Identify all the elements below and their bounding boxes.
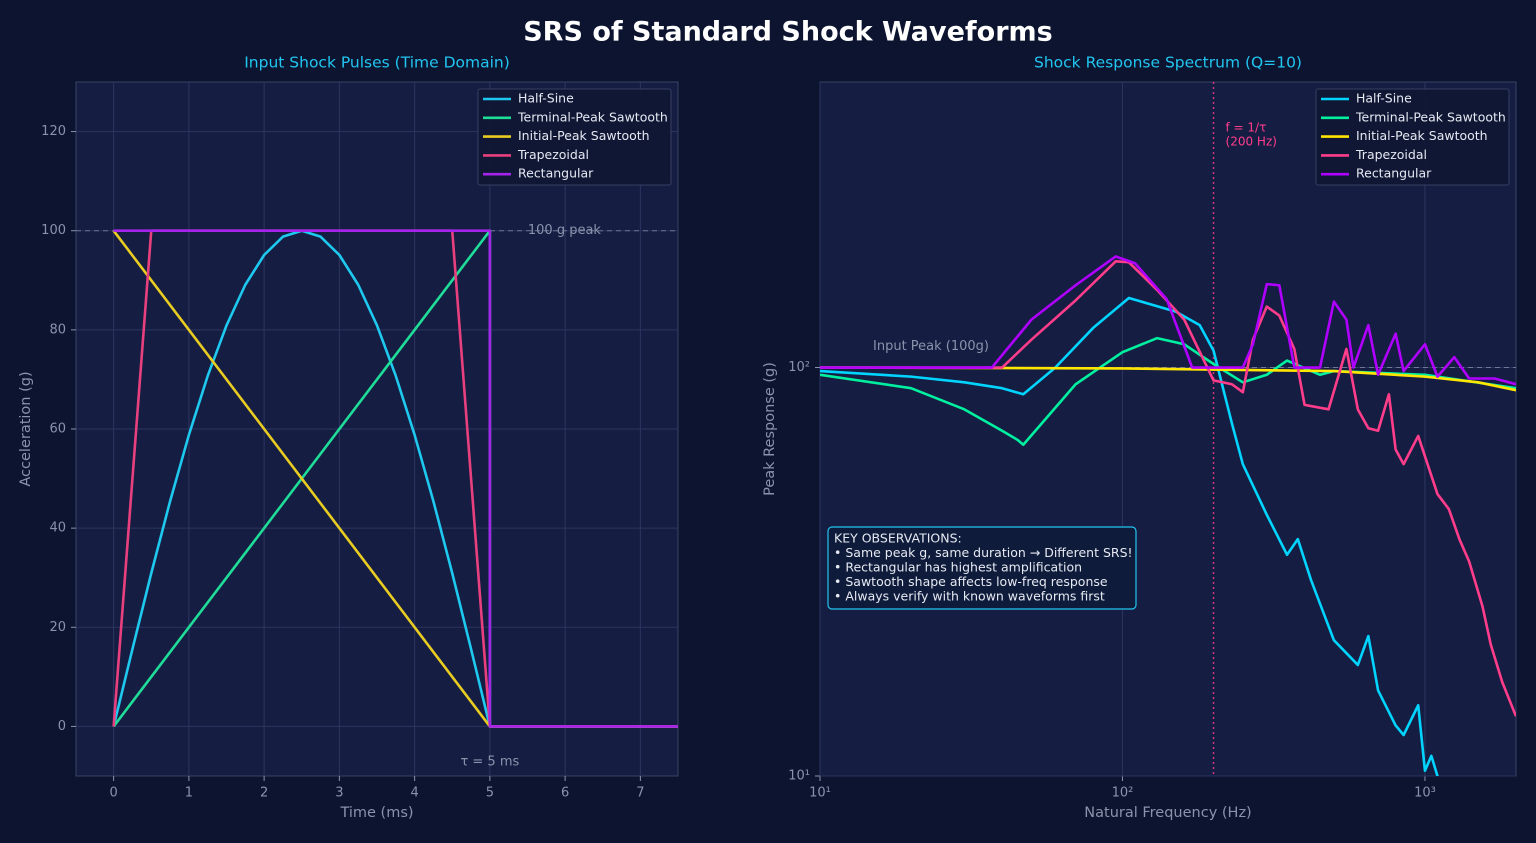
reference-label: 100 g peak — [528, 223, 602, 238]
y-axis-label: Acceleration (g) — [18, 371, 34, 486]
x-tick-label: 2 — [260, 786, 268, 801]
y-tick-label: 40 — [49, 521, 66, 536]
y-tick-label: 60 — [49, 422, 66, 437]
y-tick-label: 120 — [41, 124, 66, 139]
subplot-title: Input Shock Pulses (Time Domain) — [244, 54, 510, 72]
x-tick-label: 0 — [109, 786, 117, 801]
x-axis-label: Time (ms) — [339, 805, 413, 821]
series-group — [112, 229, 678, 728]
x-tick-label: 1 — [185, 786, 193, 801]
legend-label: Half-Sine — [1356, 91, 1412, 106]
x-tick-label: 3 — [335, 786, 343, 801]
y-tick-label: 10² — [788, 360, 810, 375]
legend-label: Trapezoidal — [517, 147, 589, 162]
legend-label: Terminal-Peak Sawtooth — [1355, 109, 1506, 124]
legend-label: Rectangular — [518, 166, 594, 181]
y-tick-label: 0 — [58, 719, 66, 734]
series-line — [113, 229, 678, 728]
x-tick-label: 10² — [1112, 786, 1134, 801]
series-line — [820, 336, 1516, 447]
y-axis-label: Peak Response (g) — [762, 362, 778, 496]
series-line — [820, 296, 1439, 776]
legend-label: Trapezoidal — [1355, 147, 1427, 162]
reference-label: Input Peak (100g) — [873, 339, 989, 354]
legend-label: Initial-Peak Sawtooth — [518, 128, 650, 143]
x-tick-label: 5 — [486, 786, 494, 801]
plot-area — [819, 81, 1517, 777]
legend-label: Initial-Peak Sawtooth — [1356, 128, 1488, 143]
x-tick-label: 10¹ — [809, 786, 831, 801]
series-line — [820, 255, 1516, 386]
x-tick-label: 7 — [636, 786, 644, 801]
y-tick-label: 80 — [49, 322, 66, 337]
note-line: KEY OBSERVATIONS: — [834, 531, 962, 546]
y-tick-label: 20 — [49, 620, 66, 635]
legend-label: Terminal-Peak Sawtooth — [517, 109, 668, 124]
legend-label: Rectangular — [1356, 166, 1432, 181]
x-tick-label: 10³ — [1414, 786, 1436, 801]
note-line: • Same peak g, same duration → Different… — [834, 545, 1133, 560]
series-line — [112, 229, 678, 728]
series-group — [820, 255, 1516, 776]
vertical-line-label: (200 Hz) — [1226, 135, 1277, 149]
series-line — [820, 259, 1516, 717]
subplot-title: Shock Response Spectrum (Q=10) — [1034, 54, 1302, 72]
x-tick-label: 4 — [410, 786, 418, 801]
legend-label: Half-Sine — [518, 91, 574, 106]
legend-box — [477, 88, 672, 186]
note-box — [827, 526, 1137, 610]
y-tick-label: 100 — [41, 223, 66, 238]
figure-title: SRS of Standard Shock Waveforms — [523, 17, 1053, 48]
y-tick-label: 10¹ — [788, 769, 810, 784]
note-line: • Always verify with known waveforms fir… — [834, 589, 1105, 604]
x-axis-label: Natural Frequency (Hz) — [1084, 805, 1251, 821]
annotation: τ = 5 ms — [460, 755, 519, 770]
vertical-line-label: f = 1/τ — [1226, 121, 1267, 135]
x-tick-label: 6 — [561, 786, 569, 801]
note-line: • Rectangular has highest amplification — [834, 560, 1082, 575]
legend-box — [1315, 88, 1510, 186]
note-line: • Sawtooth shape affects low-freq respon… — [834, 574, 1108, 589]
